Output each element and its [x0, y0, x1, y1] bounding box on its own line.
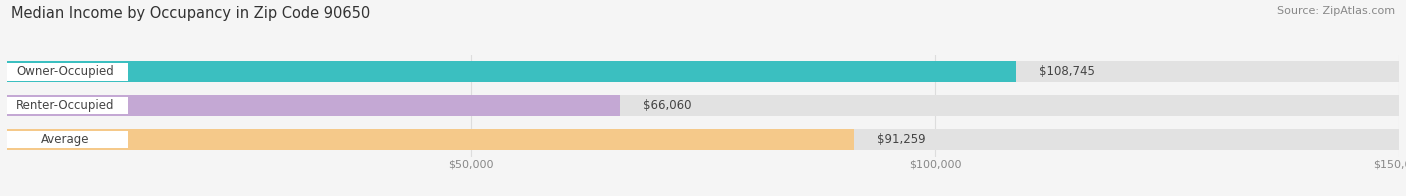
Text: Renter-Occupied: Renter-Occupied	[15, 99, 114, 112]
Bar	[7, 97, 128, 114]
Bar	[7, 95, 620, 116]
Bar	[7, 129, 853, 150]
Text: Median Income by Occupancy in Zip Code 90650: Median Income by Occupancy in Zip Code 9…	[11, 6, 371, 21]
Bar	[7, 61, 1017, 82]
Text: $66,060: $66,060	[643, 99, 692, 112]
Bar	[7, 61, 1399, 82]
Bar	[7, 131, 128, 148]
Text: $91,259: $91,259	[877, 133, 925, 146]
Bar	[7, 63, 128, 81]
Bar	[7, 95, 1399, 116]
Text: Source: ZipAtlas.com: Source: ZipAtlas.com	[1277, 6, 1395, 16]
Text: $108,745: $108,745	[1039, 65, 1095, 78]
Text: Owner-Occupied: Owner-Occupied	[15, 65, 114, 78]
Bar	[7, 129, 1399, 150]
Text: Average: Average	[41, 133, 89, 146]
